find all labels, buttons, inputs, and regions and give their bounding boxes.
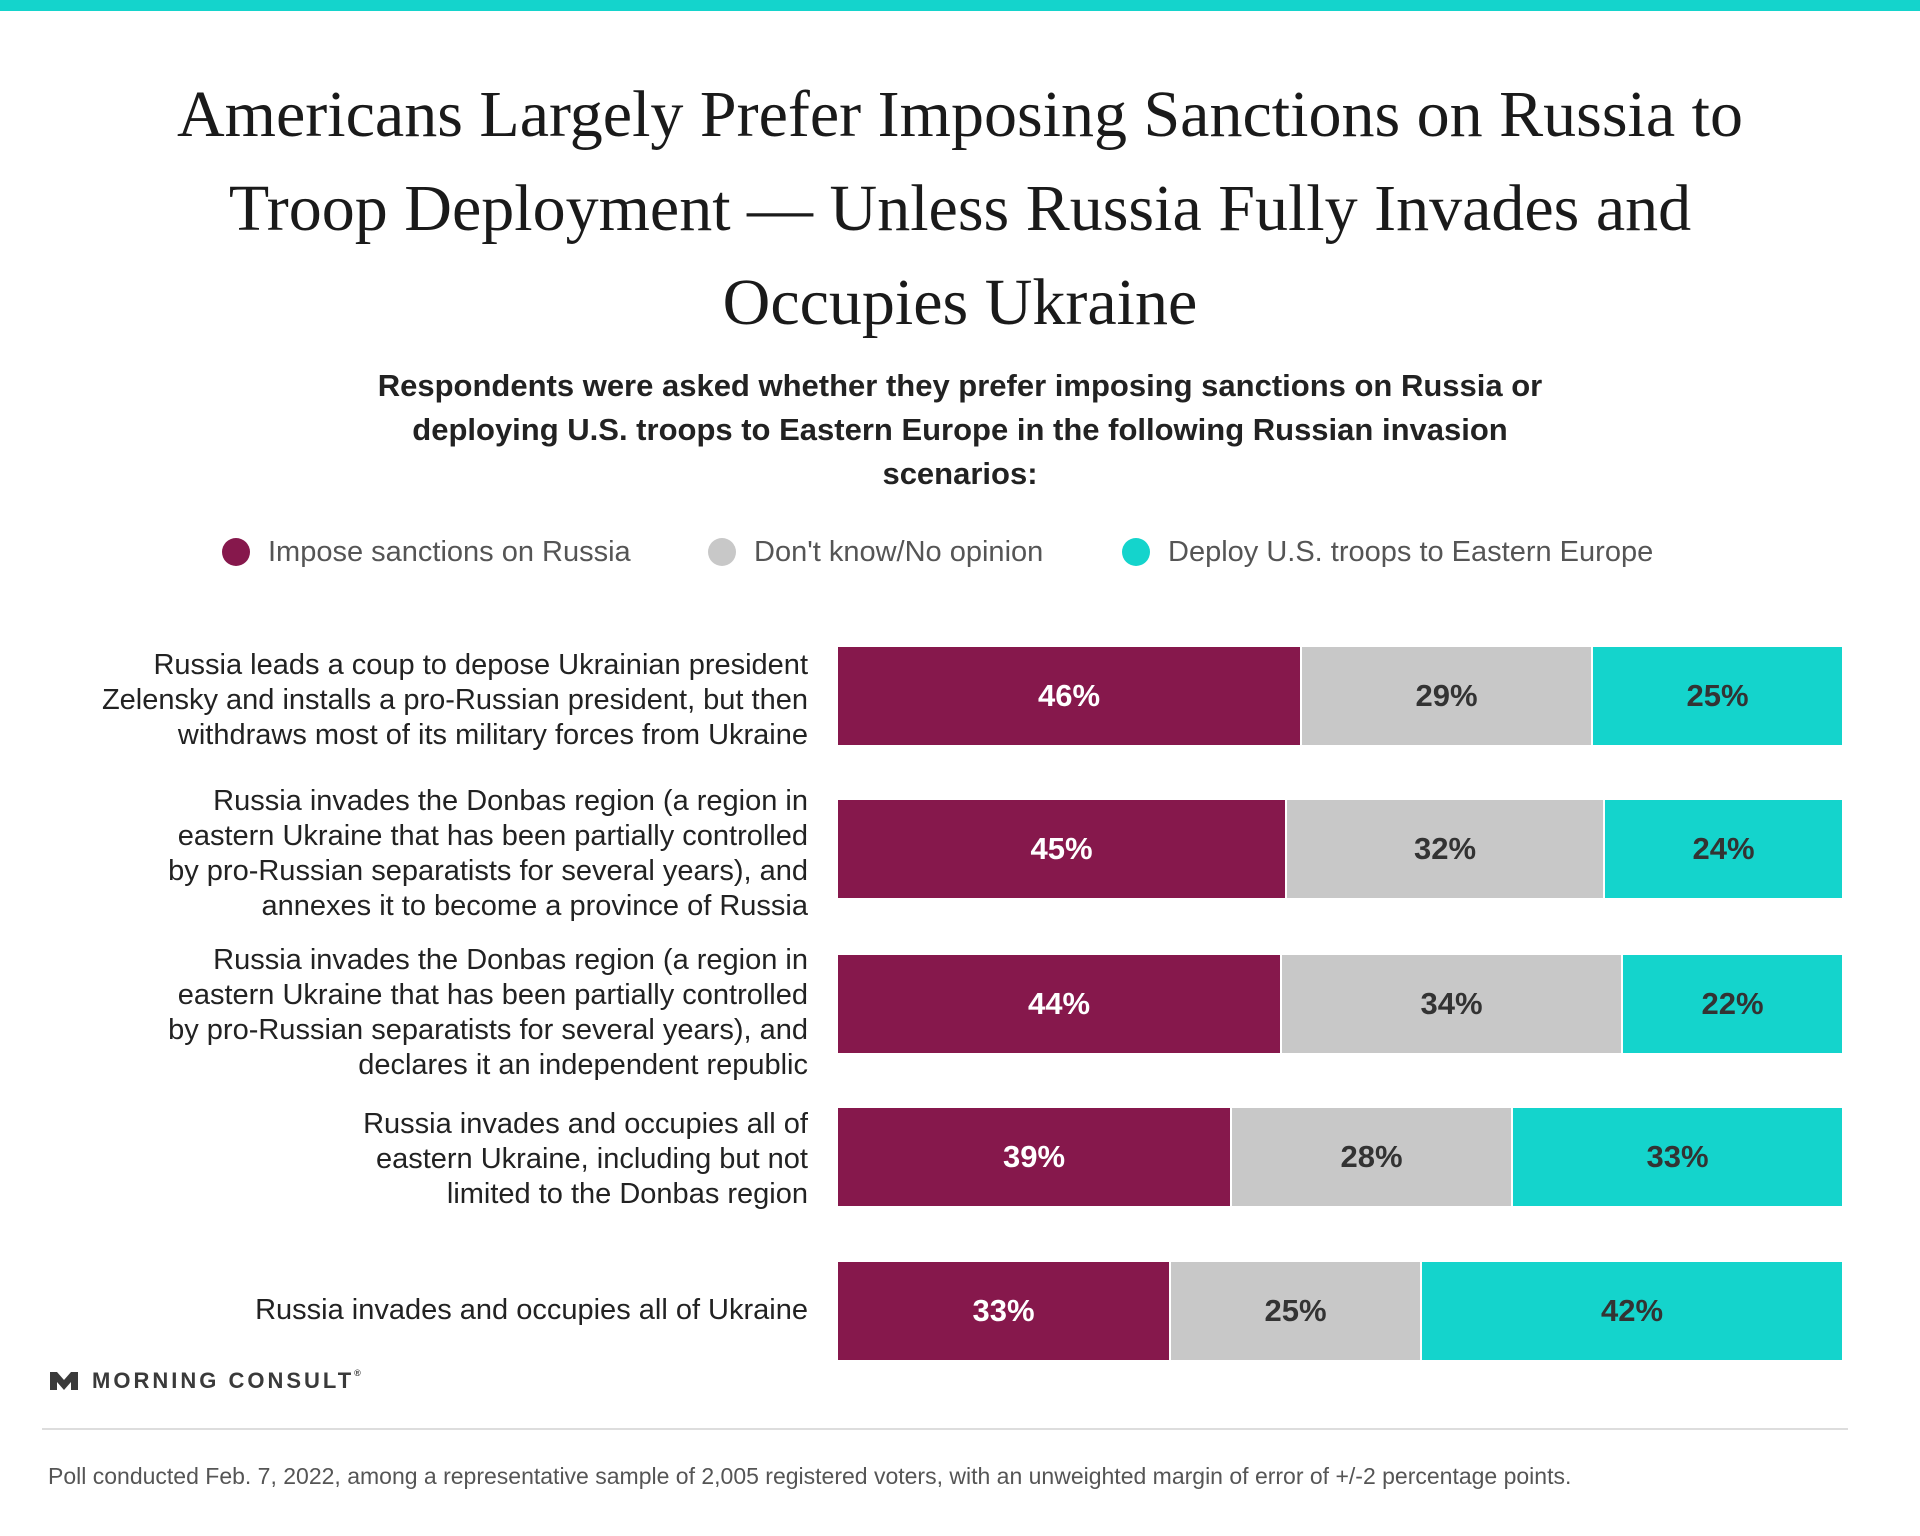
chart-subtitle: Respondents were asked whether they pref… xyxy=(377,368,1543,491)
row-label-donbas-republic: Russia invades the Donbas region (a regi… xyxy=(168,944,808,1081)
data-label-sanctions: 45% xyxy=(1030,831,1093,866)
data-label-troops: 24% xyxy=(1692,831,1755,866)
legend-label-no-opinion: Don't know/No opinion xyxy=(754,535,1044,568)
bar-row-donbas-annex: 45% 32% 24% xyxy=(838,800,1842,898)
bar-segment-troops: 42% xyxy=(1420,1262,1842,1360)
legend-item-sanctions: Impose sanctions on Russia xyxy=(222,530,631,574)
bar-segment-no-opinion: 32% xyxy=(1285,800,1603,898)
legend-item-troops: Deploy U.S. troops to Eastern Europe xyxy=(1122,530,1653,574)
brand-registered-mark: ® xyxy=(354,1368,361,1378)
brand-logo: MORNING CONSULT® xyxy=(48,1366,361,1396)
bar-segment-troops: 22% xyxy=(1621,955,1842,1053)
bar-segment-sanctions: 33% xyxy=(838,1262,1169,1360)
data-label-troops: 25% xyxy=(1686,678,1749,713)
data-label-troops: 33% xyxy=(1646,1139,1709,1174)
data-label-troops: 22% xyxy=(1701,986,1764,1021)
bar-segment-no-opinion: 28% xyxy=(1230,1108,1511,1206)
data-label-no-opinion: 25% xyxy=(1264,1293,1327,1328)
row-label-donbas-annex: Russia invades the Donbas region (a regi… xyxy=(168,785,808,922)
data-label-sanctions: 44% xyxy=(1027,986,1091,1021)
legend: Impose sanctions on Russia Don't know/No… xyxy=(0,530,1920,574)
bar-segment-sanctions: 46% xyxy=(838,647,1300,745)
data-label-troops: 42% xyxy=(1600,1293,1664,1328)
morning-consult-logo-icon xyxy=(50,1372,78,1390)
data-label-sanctions: 39% xyxy=(1002,1139,1066,1174)
chart-title: Americans Largely Prefer Imposing Sancti… xyxy=(177,78,1743,339)
top-accent-bar xyxy=(0,0,1920,11)
bar-segment-troops: 25% xyxy=(1591,647,1842,745)
bar-segment-sanctions: 39% xyxy=(838,1108,1230,1206)
footer-divider xyxy=(42,1428,1848,1430)
data-label-no-opinion: 34% xyxy=(1420,986,1483,1021)
data-label-no-opinion: 29% xyxy=(1415,678,1478,713)
footnote: Poll conducted Feb. 7, 2022, among a rep… xyxy=(48,1463,1572,1489)
bar-segment-sanctions: 45% xyxy=(838,800,1285,898)
bar-segment-troops: 24% xyxy=(1603,800,1842,898)
data-label-sanctions: 46% xyxy=(1037,678,1101,713)
bar-segment-troops: 33% xyxy=(1511,1108,1842,1206)
data-label-no-opinion: 32% xyxy=(1413,831,1477,866)
row-label-all-ukraine: Russia invades and occupies all of Ukrai… xyxy=(255,1294,808,1326)
bar-segment-no-opinion: 29% xyxy=(1300,647,1591,745)
bar-segment-no-opinion: 25% xyxy=(1169,1262,1420,1360)
brand-name: MORNING CONSULT® xyxy=(92,1368,361,1394)
bar-segment-no-opinion: 34% xyxy=(1280,955,1621,1053)
legend-item-no-opinion: Don't know/No opinion xyxy=(708,530,1043,574)
row-label-coup: Russia leads a coup to depose Ukrainian … xyxy=(101,649,808,751)
brand-name-text: MORNING CONSULT xyxy=(92,1368,355,1393)
legend-label-troops: Deploy U.S. troops to Eastern Europe xyxy=(1168,535,1654,568)
data-label-sanctions: 33% xyxy=(972,1293,1035,1328)
bar-segment-sanctions: 44% xyxy=(838,955,1280,1053)
legend-swatch-troops xyxy=(1122,538,1150,566)
bar-row-eastern-ukraine: 39% 28% 33% xyxy=(838,1108,1842,1206)
bar-row-coup: 46% 29% 25% xyxy=(838,647,1842,745)
bar-row-all-ukraine: 33% 25% 42% xyxy=(838,1262,1842,1360)
bar-row-donbas-republic: 44% 34% 22% xyxy=(838,955,1842,1053)
legend-label-sanctions: Impose sanctions on Russia xyxy=(268,535,631,568)
data-label-no-opinion: 28% xyxy=(1340,1139,1403,1174)
legend-swatch-sanctions xyxy=(222,538,250,566)
legend-swatch-no-opinion xyxy=(708,538,736,566)
row-label-eastern-ukraine: Russia invades and occupies all of easter… xyxy=(363,1108,808,1210)
